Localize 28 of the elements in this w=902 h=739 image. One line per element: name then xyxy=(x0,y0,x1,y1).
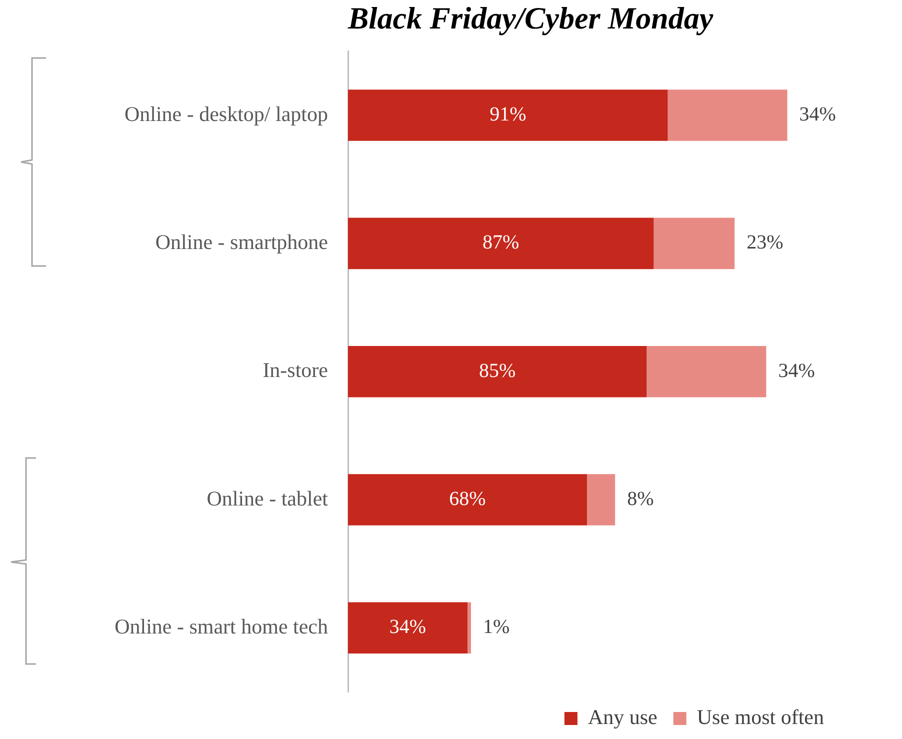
data-label: 34% xyxy=(389,616,426,638)
chart-title: Black Friday/Cyber Monday xyxy=(347,0,714,36)
data-label: 1% xyxy=(483,616,510,638)
bar xyxy=(348,218,654,270)
data-label: 23% xyxy=(746,232,784,254)
y-tick-label: Online - smartphone xyxy=(155,230,328,254)
y-tick-label: Online - desktop/ laptop xyxy=(124,102,328,126)
data-label: 34% xyxy=(799,104,836,126)
bar xyxy=(668,90,788,141)
y-tick-label: In-store xyxy=(262,358,328,382)
legend-label: Use most often xyxy=(696,705,824,730)
data-label: 68% xyxy=(449,488,486,510)
bar xyxy=(646,346,766,398)
y-tick-label: Online - smart home tech xyxy=(114,614,328,638)
bar xyxy=(467,602,471,654)
bar xyxy=(348,346,647,398)
data-label: 87% xyxy=(482,232,520,254)
bar xyxy=(348,90,668,141)
data-label: 34% xyxy=(778,360,815,382)
y-tick-label: Online - tablet xyxy=(206,486,328,510)
bar xyxy=(348,474,587,526)
legend-label: Any use xyxy=(588,705,658,730)
data-label: 85% xyxy=(479,360,516,382)
bar xyxy=(348,602,468,654)
bar xyxy=(586,474,616,526)
data-label: 91% xyxy=(490,104,526,126)
data-label: 8% xyxy=(627,488,654,510)
bar xyxy=(654,218,735,270)
